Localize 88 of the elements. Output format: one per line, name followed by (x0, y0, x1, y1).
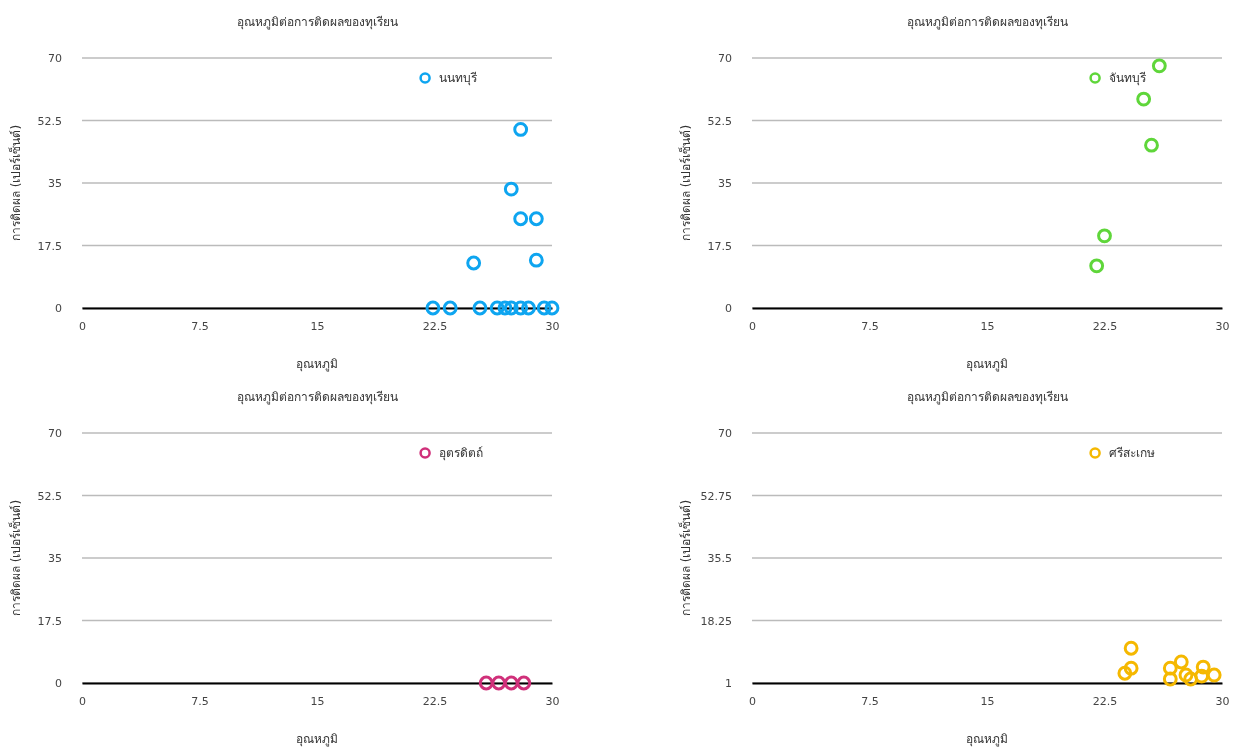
point (1136, 91, 1152, 107)
y-tick-label: 17.5 (707, 239, 732, 253)
point (1178, 667, 1194, 683)
point (1144, 137, 1159, 153)
y-tick-label: 70 (718, 427, 732, 441)
y-tick-label: 17.5 (37, 614, 62, 628)
x-tick-label: 0 (749, 319, 756, 333)
point (503, 181, 519, 197)
y-tick-label: 35 (48, 177, 62, 191)
point (528, 211, 544, 227)
x-tick-label: 30 (545, 319, 560, 333)
y-tick-label: 0 (55, 302, 62, 316)
y-tick-label: 52.5 (707, 114, 732, 128)
point (472, 300, 488, 316)
point (1183, 671, 1199, 687)
y-tick-label: 1 (725, 677, 732, 691)
x-tick-label: 30 (1215, 694, 1230, 708)
legend-label: อุตรดิตถ์ (439, 446, 484, 462)
chart-title: อุณหภูมิต่อการติดผลของทุเรียน (906, 390, 1068, 405)
point (1206, 667, 1222, 683)
y-tick-label: 35 (718, 177, 732, 191)
y-tick-label: 52.5 (37, 114, 62, 128)
y-tick-label: 35 (48, 552, 62, 566)
point (497, 300, 513, 316)
y-tick-label: 52.5 (37, 489, 62, 503)
point (1117, 665, 1133, 681)
y-tick-label: 0 (725, 302, 732, 316)
point (513, 122, 529, 137)
x-tick-label: 15 (980, 694, 995, 708)
y-axis-title: การติดผล (เปอร์เซ็นต์) (8, 124, 23, 242)
point (528, 252, 544, 268)
x-tick-label: 22.5 (1092, 694, 1118, 708)
point (1194, 668, 1210, 684)
x-tick-label: 15 (310, 694, 325, 708)
y-axis-title: การติดผล (เปอร์เซ็นต์) (678, 499, 693, 617)
point (1162, 660, 1178, 676)
x-tick-label: 0 (79, 694, 86, 708)
x-tick-label: 7.5 (861, 319, 879, 333)
point (1195, 659, 1211, 675)
y-tick-label: 35.5 (707, 552, 732, 566)
x-tick-label: 7.5 (191, 319, 209, 333)
point (521, 300, 536, 316)
x-tick-label: 22.5 (422, 319, 448, 333)
point (513, 211, 529, 227)
x-tick-label: 15 (980, 319, 995, 333)
y-tick-label: 18.25 (700, 614, 732, 628)
point (513, 300, 529, 316)
legend-label: นนทบุรี (439, 71, 479, 87)
chart-title: อุณหภูมิต่อการติดผลของทุเรียน (236, 390, 398, 405)
point (489, 300, 505, 316)
point (1123, 640, 1139, 656)
legend-label: ศรีสะเกษ (1109, 446, 1156, 461)
point (1089, 258, 1105, 274)
x-tick-label: 22.5 (422, 694, 448, 708)
x-tick-label: 30 (545, 694, 560, 708)
x-tick-label: 30 (1215, 319, 1230, 333)
point (536, 300, 552, 316)
y-tick-label: 70 (718, 52, 732, 66)
x-axis-title: อุณหภูมิ (296, 732, 338, 747)
point (1097, 228, 1112, 244)
y-tick-label: 70 (48, 52, 62, 66)
y-tick-label: 17.5 (37, 239, 62, 253)
point (1162, 671, 1178, 687)
y-tick-label: 70 (48, 427, 62, 441)
y-tick-label: 52.75 (700, 489, 732, 503)
point (1173, 654, 1189, 670)
point (466, 255, 482, 271)
chart-title: อุณหภูมิต่อการติดผลของทุเรียน (906, 15, 1068, 30)
point (442, 300, 458, 316)
x-axis-title: อุณหภูมิ (966, 357, 1008, 372)
point (425, 300, 441, 316)
x-tick-label: 7.5 (191, 694, 209, 708)
x-axis-title: อุณหภูมิ (296, 357, 338, 372)
y-axis-title: การติดผล (เปอร์เซ็นต์) (8, 499, 23, 617)
point (1123, 660, 1139, 676)
x-tick-label: 0 (79, 319, 86, 333)
y-tick-label: 0 (55, 677, 62, 691)
point (544, 300, 560, 316)
x-tick-label: 0 (749, 694, 756, 708)
legend-label: จันทบุรี (1109, 71, 1148, 87)
x-tick-label: 22.5 (1092, 319, 1118, 333)
point (503, 300, 519, 316)
y-axis-title: การติดผล (เปอร์เซ็นต์) (678, 124, 693, 242)
point (1151, 58, 1167, 74)
chart-title: อุณหภูมิต่อการติดผลของทุเรียน (236, 15, 398, 30)
x-tick-label: 7.5 (861, 694, 879, 708)
x-axis-title: อุณหภูมิ (966, 732, 1008, 747)
x-tick-label: 15 (310, 319, 325, 333)
